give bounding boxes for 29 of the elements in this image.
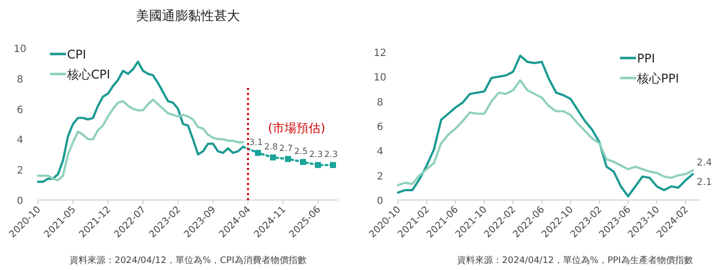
y-tick-label: 8 — [376, 97, 384, 108]
y-tick-label: 12 — [374, 48, 386, 59]
y-tick-label: 4 — [376, 146, 384, 158]
source-note: 資料來源：2024/04/12，單位為%，PPI為生產者物價指數 — [457, 255, 693, 266]
data-label: 2.7 — [279, 144, 293, 154]
y-tick-label: 10 — [374, 72, 386, 84]
data-label: 2.5 — [294, 147, 308, 157]
data-label: 2.4 — [696, 157, 712, 168]
y-tick-label: 0 — [376, 196, 384, 207]
y-tick-label: 10 — [14, 44, 26, 55]
y-tick-label: 2 — [376, 171, 384, 182]
legend-label: CPI — [67, 48, 86, 62]
legend-label: 核心PPI — [636, 72, 680, 86]
y-tick-label: 4 — [16, 135, 24, 146]
legend-label: PPI — [637, 52, 656, 66]
ref-line-label: (市場預估) — [268, 121, 326, 135]
y-tick-label: 6 — [376, 122, 384, 133]
data-label: 3.1 — [249, 138, 263, 148]
source-note: 資料來源：2024/04/12，單位為%，CPI為消費者物價指數 — [70, 255, 306, 266]
chart-title: 美國通膨黏性甚大 — [136, 8, 240, 24]
y-tick-label: 2 — [16, 166, 24, 177]
y-tick-label: 0 — [16, 196, 24, 207]
data-label: 2.3 — [309, 150, 323, 160]
legend-label: 核心CPI — [66, 68, 110, 82]
data-label: 2.1 — [696, 177, 712, 188]
data-label: 2.8 — [264, 142, 278, 152]
data-label: 2.3 — [324, 150, 338, 160]
y-tick-label: 8 — [16, 74, 24, 86]
y-tick-label: 6 — [16, 104, 24, 116]
